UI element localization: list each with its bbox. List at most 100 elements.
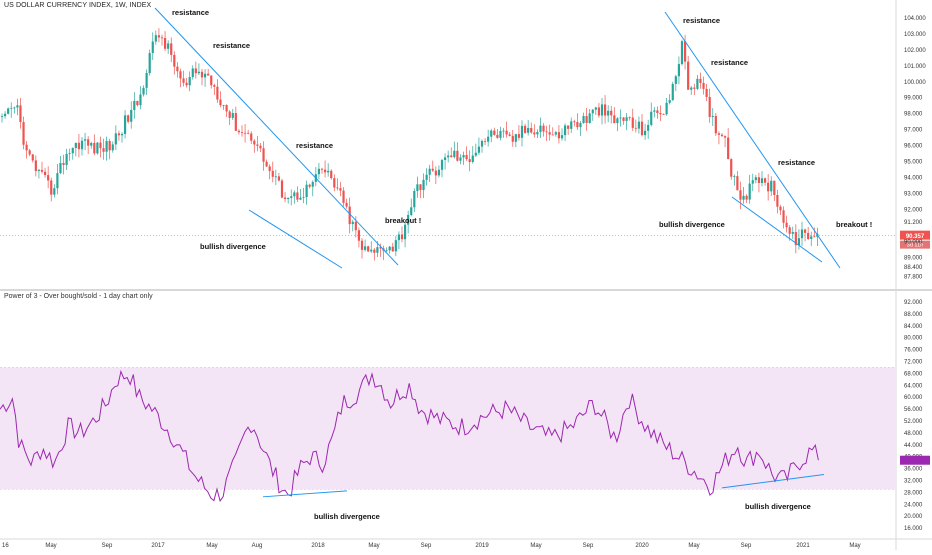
candle-body — [533, 132, 536, 135]
candle-body — [683, 41, 687, 62]
candle-body — [440, 160, 444, 170]
price-pane — [0, 7, 896, 269]
candle-body — [570, 121, 573, 129]
candle-body — [474, 152, 477, 156]
candle-body — [407, 214, 410, 225]
time-axis-tick-label: 2020 — [635, 543, 649, 549]
indicator-annotation: bullish divergence — [745, 502, 811, 511]
candle-body — [259, 145, 262, 149]
candle-body — [487, 136, 490, 142]
candle-body — [105, 141, 108, 152]
time-axis-tick-label: Sep — [741, 543, 752, 549]
candle-body — [154, 35, 157, 42]
price-annotation: breakout ! — [385, 216, 421, 225]
candle-body — [277, 176, 281, 181]
candle-body — [200, 71, 204, 78]
price-axis-tick-label: 97.000 — [904, 128, 923, 134]
candle-body — [554, 132, 557, 135]
candle-body — [265, 161, 268, 167]
candle-body — [770, 180, 773, 192]
candle-body — [456, 150, 459, 161]
candle-body — [400, 234, 404, 240]
candle-body — [77, 142, 81, 150]
price-axis-tick-label: 96.000 — [904, 144, 923, 150]
candle-body — [797, 238, 801, 246]
indicator-axis-tick-label: 60.000 — [904, 395, 923, 401]
indicator-axis-tick-label: 92.000 — [904, 300, 923, 306]
time-axis-tick-label: 2017 — [151, 543, 165, 549]
candle-body — [776, 195, 779, 207]
candle-body — [523, 125, 527, 133]
price-axis-tick-label: 95.000 — [904, 160, 923, 166]
price-annotation: resistance — [778, 158, 815, 167]
candle-body — [723, 136, 727, 138]
candle-body — [434, 170, 437, 176]
candle-body — [139, 94, 142, 106]
candle-body — [213, 85, 216, 87]
candle-body — [517, 134, 521, 138]
price-annotation: resistance — [296, 141, 333, 150]
candle-body — [336, 187, 339, 189]
candle-body — [579, 123, 582, 128]
last-price-time-label: 3d 11h — [907, 243, 923, 249]
candle-body — [16, 105, 19, 108]
candle-body — [53, 188, 56, 195]
candle-body — [280, 180, 284, 198]
time-axis-tick-label: May — [849, 543, 860, 549]
candle-body — [690, 87, 693, 90]
last-price-badge — [900, 230, 930, 240]
candle-body — [327, 170, 330, 173]
candle-body — [705, 88, 708, 97]
time-axis-tick-label: Sep — [102, 543, 113, 549]
candle-body — [813, 236, 816, 238]
time-axis-tick-label: 2019 — [475, 543, 489, 549]
candle-body — [619, 117, 622, 119]
time-axis-tick-label: Aug — [252, 543, 263, 549]
axes: 90.357 3d 11h 104.000 103.000 102.000 101.000… — [2, 16, 930, 549]
candle-body — [253, 140, 256, 145]
candle-body — [662, 114, 665, 115]
candle-body — [123, 115, 127, 134]
candle-body — [173, 54, 176, 67]
candle-body — [616, 118, 619, 124]
time-axis-tick-label: Sep — [583, 543, 594, 549]
candle-body — [3, 113, 7, 117]
candle-body — [87, 139, 90, 146]
price-annotation: breakout ! — [836, 220, 872, 229]
candle-body — [668, 100, 671, 103]
candle-body — [539, 125, 542, 132]
price-axis-tick-label: 102.000 — [904, 48, 926, 54]
candle-body — [197, 71, 201, 74]
candle-body — [96, 142, 99, 154]
chart-title: US DOLLAR CURRENCY INDEX, 1W, INDEX — [4, 2, 152, 9]
candle-body — [693, 87, 696, 89]
candle-body — [471, 155, 474, 163]
candle-body — [379, 247, 382, 249]
candle-body — [145, 73, 148, 88]
candle-body — [90, 142, 93, 146]
candle-body — [499, 131, 502, 138]
candle-body — [807, 232, 810, 239]
candle-body — [13, 107, 16, 109]
divergence-trendline-2 — [721, 474, 825, 489]
indicator-axis-tick-label: 32.000 — [904, 478, 923, 484]
candle-body — [631, 117, 634, 128]
candle-body — [157, 35, 161, 38]
candle-body — [425, 174, 428, 180]
price-axis-tick-label: 91.200 — [904, 220, 923, 226]
candle-body — [422, 179, 425, 191]
candle-body — [207, 73, 210, 76]
candle-body — [274, 176, 277, 178]
candle-body — [403, 224, 407, 240]
indicator-axis-tick-label: 80.000 — [904, 336, 923, 342]
price-axis-tick-label: 93.000 — [904, 191, 923, 197]
candle-body — [453, 150, 456, 158]
indicator-annotation: bullish divergence — [314, 512, 380, 521]
candle-body — [505, 130, 508, 135]
candle-body — [656, 110, 659, 114]
candle-body — [19, 105, 22, 123]
candle-body — [7, 108, 10, 114]
candle-body — [31, 154, 34, 161]
candle-body — [167, 43, 170, 49]
divergence-trendline-1 — [262, 490, 348, 498]
